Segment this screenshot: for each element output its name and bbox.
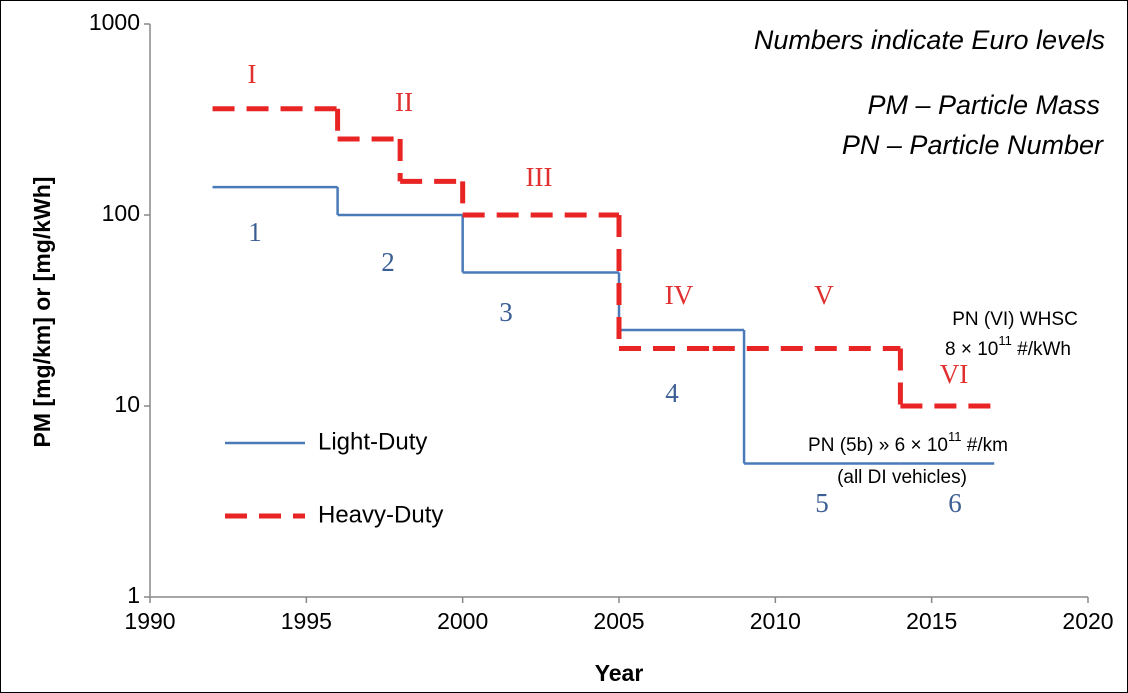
x-tick-label: 2015 (906, 608, 957, 634)
annotation-part: #/kWh (1012, 339, 1071, 360)
annotation: PN (VI) WHSC (952, 309, 1078, 330)
annotation-part: 8 × 10 (945, 339, 998, 360)
annotation: (all DI vehicles) (837, 467, 967, 488)
annotation-sup: 11 (948, 429, 962, 444)
annotation-part: PN (5b) » 6 × 10 (808, 435, 948, 456)
annotation: PM – Particle Mass (867, 90, 1100, 120)
annotation: PN – Particle Number (842, 130, 1104, 160)
euro-level-label: 1 (248, 217, 262, 247)
x-axis-title: Year (595, 660, 644, 686)
x-tick-label: 2020 (1062, 608, 1113, 634)
y-tick-label: 1 (127, 582, 140, 608)
y-tick-label: 1000 (89, 9, 140, 35)
annotation: Numbers indicate Euro levels (754, 25, 1105, 55)
euro-level-label: I (248, 59, 257, 89)
x-tick-label: 1995 (281, 608, 332, 634)
x-tick-label: 1990 (124, 608, 175, 634)
y-axis-title: PM [mg/km] or [mg/kWh] (29, 177, 55, 448)
euro-level-label: 5 (815, 488, 829, 518)
euro-level-label: VI (940, 359, 969, 389)
euro-level-label: 6 (948, 488, 962, 518)
y-tick-label: 10 (114, 391, 140, 417)
euro-level-label: 4 (665, 378, 679, 408)
annotation: PN (5b) » 6 × 1011 #/km (808, 429, 1008, 456)
x-tick-label: 2005 (593, 608, 644, 634)
x-tick-label: 2010 (750, 608, 801, 634)
y-tick-label: 100 (102, 200, 140, 226)
euro-level-label: 2 (381, 247, 395, 277)
euro-level-label: 3 (499, 297, 513, 327)
x-tick-label: 2000 (437, 608, 488, 634)
annotation-sup: 11 (998, 333, 1012, 348)
euro-level-label: V (814, 280, 834, 310)
euro-level-label: II (395, 87, 413, 117)
legend-label: Heavy-Duty (318, 501, 443, 528)
euro-level-label: III (526, 162, 553, 192)
annotation: 8 × 1011 #/kWh (945, 333, 1071, 360)
legend-label: Light-Duty (318, 428, 427, 455)
euro-level-label: IV (665, 280, 694, 310)
annotation-part: #/km (962, 435, 1008, 456)
